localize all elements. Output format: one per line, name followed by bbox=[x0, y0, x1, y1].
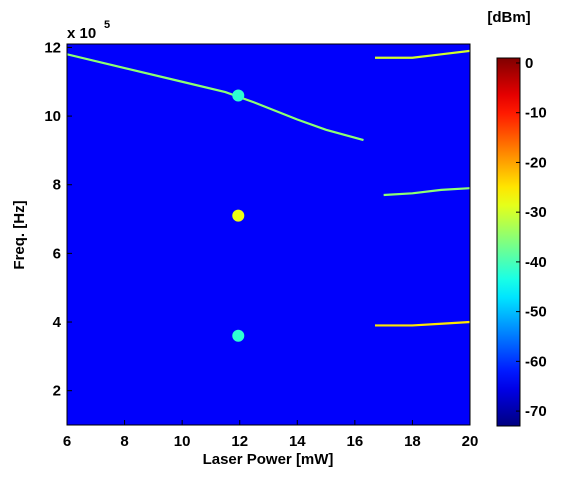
colorbar-tick-label: -30 bbox=[525, 204, 547, 221]
x-tick-label: 20 bbox=[462, 433, 479, 450]
x-tick-label: 14 bbox=[289, 433, 306, 450]
y-offset-exponent: 5 bbox=[104, 19, 110, 31]
y-axis-label: Freq. [Hz] bbox=[11, 200, 28, 269]
hot-spot bbox=[232, 209, 245, 222]
y-tick-label: 8 bbox=[53, 177, 61, 194]
trace bbox=[375, 49, 470, 59]
x-tick-label: 8 bbox=[120, 433, 128, 450]
trace bbox=[383, 187, 470, 197]
x-tick-label: 12 bbox=[231, 433, 248, 450]
colorbar bbox=[496, 57, 521, 427]
y-tick-label: 2 bbox=[53, 383, 61, 400]
colorbar-tick-label: -40 bbox=[525, 254, 547, 271]
hot-spot bbox=[232, 329, 245, 342]
x-axis-label: Laser Power [mW] bbox=[203, 451, 334, 468]
y-tick-label: 6 bbox=[53, 245, 61, 262]
colorbar-label: [dBm] bbox=[487, 9, 530, 26]
colorbar-tick-label: -50 bbox=[525, 304, 547, 321]
x-tick-label: 6 bbox=[63, 433, 71, 450]
x-tick-label: 16 bbox=[347, 433, 364, 450]
colorbar-tick-label: -10 bbox=[525, 105, 547, 122]
colorbar-tick-label: 0 bbox=[525, 55, 533, 72]
trace bbox=[375, 320, 470, 327]
colorbar-tick-label: -20 bbox=[525, 154, 547, 171]
y-offset: x 10 bbox=[67, 25, 96, 42]
x-tick-label: 10 bbox=[174, 433, 191, 450]
x-tick-label: 18 bbox=[404, 433, 421, 450]
plot-frame bbox=[66, 43, 471, 426]
colorbar-tick-label: -60 bbox=[525, 353, 547, 370]
y-tick-label: 4 bbox=[53, 314, 62, 331]
heatmap-background bbox=[67, 44, 470, 425]
hot-spot bbox=[232, 89, 245, 102]
y-tick-label: 10 bbox=[44, 108, 61, 125]
y-tick-label: 12 bbox=[44, 39, 61, 56]
colorbar-tick-label: -70 bbox=[525, 403, 547, 420]
plot-features bbox=[67, 49, 470, 342]
